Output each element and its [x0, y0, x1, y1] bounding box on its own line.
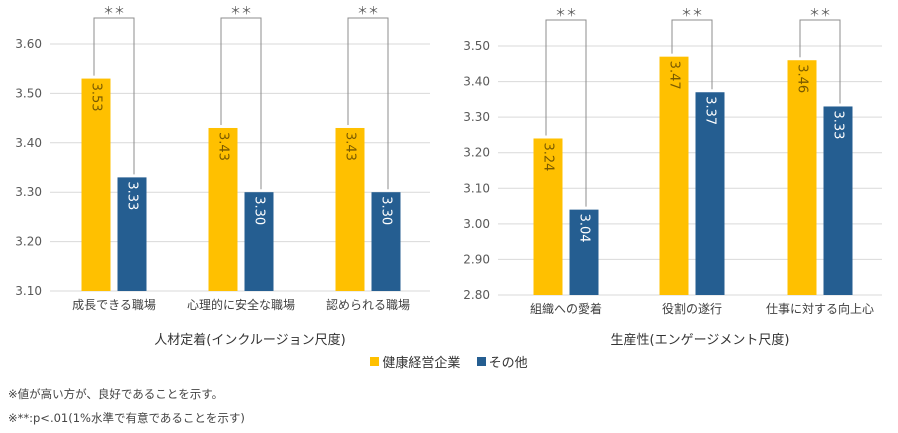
category-label-1-2: 仕事に対する向上心 — [766, 301, 874, 316]
y-tick-1-5: 3.30 — [463, 110, 490, 124]
bar-0-1-0 — [117, 177, 147, 291]
y-tick-1-4: 3.20 — [463, 146, 490, 160]
legend-item-kenko: 健康経営企業 — [370, 352, 460, 371]
chart-title-1: 生産性(エンゲージメント尺度) — [611, 332, 790, 348]
value-label-0-1-1: 3.30 — [252, 196, 267, 225]
significance-bracket-1-0 — [545, 19, 587, 207]
value-label-1-1-2: 3.33 — [831, 110, 846, 139]
value-label-1-0-1: 3.47 — [667, 61, 682, 90]
value-label-0-1-2: 3.30 — [379, 196, 394, 225]
legend-label-kenko: 健康経営企業 — [382, 356, 461, 371]
note-1: ※値が高い方が、良好であることを示す。 — [8, 387, 224, 401]
significance-mark-0-0: ＊＊ — [103, 4, 125, 17]
category-label-1-1: 役割の遂行 — [662, 301, 722, 316]
significance-mark-1-2: ＊＊ — [809, 6, 831, 19]
value-label-1-1-0: 3.04 — [577, 214, 592, 243]
y-tick-1-1: 2.90 — [463, 252, 490, 266]
bar-1-1-0 — [569, 209, 599, 295]
significance-bracket-1-2 — [799, 19, 841, 104]
bar-0-1-1 — [244, 192, 274, 291]
significance-bracket-1-1 — [671, 19, 713, 90]
chart-title-0: 人材定着(インクルージョン尺度) — [154, 332, 346, 348]
category-label-0-0: 成長できる職場 — [72, 298, 156, 312]
value-label-0-0-1: 3.43 — [216, 132, 231, 161]
bar-1-0-1 — [659, 56, 689, 295]
bar-0-1-2 — [371, 192, 401, 291]
bar-1-1-1 — [695, 92, 725, 295]
value-label-0-0-0: 3.53 — [89, 83, 104, 112]
significance-bracket-0-1 — [220, 17, 262, 190]
legend-swatch-other — [476, 357, 486, 366]
y-tick-0-5: 3.60 — [15, 37, 42, 51]
y-tick-0-3: 3.40 — [15, 136, 42, 150]
y-tick-1-2: 3.00 — [463, 217, 490, 231]
value-label-0-1-0: 3.33 — [125, 181, 140, 210]
bar-1-0-0 — [533, 138, 563, 295]
category-label-1-0: 組織への愛着 — [530, 301, 602, 316]
value-label-1-1-1: 3.37 — [703, 96, 718, 125]
value-label-1-0-2: 3.46 — [795, 64, 810, 93]
category-label-0-2: 認められる職場 — [326, 297, 410, 312]
y-tick-0-1: 3.20 — [15, 235, 42, 249]
bar-1-0-2 — [787, 60, 817, 295]
category-label-0-1: 心理的に安全な職場 — [187, 297, 295, 312]
bar-0-0-2 — [335, 127, 365, 291]
value-label-1-0-0: 3.24 — [541, 142, 556, 171]
legend-item-other: その他 — [476, 352, 528, 371]
significance-mark-1-0: ＊＊ — [555, 6, 577, 19]
y-tick-1-3: 3.10 — [463, 181, 490, 195]
significance-bracket-0-0 — [93, 17, 135, 175]
legend-swatch-kenko — [370, 357, 380, 366]
value-label-0-0-2: 3.43 — [343, 132, 358, 161]
y-tick-0-4: 3.50 — [15, 86, 42, 100]
y-tick-1-6: 3.40 — [463, 75, 490, 89]
significance-mark-0-1: ＊＊ — [230, 4, 252, 17]
bar-0-0-1 — [208, 127, 238, 291]
legend: 健康経営企業 その他 — [0, 352, 898, 371]
y-tick-0-0: 3.10 — [15, 284, 42, 298]
bar-0-0-0 — [81, 78, 111, 291]
significance-mark-1-1: ＊＊ — [681, 6, 703, 19]
y-tick-0-2: 3.30 — [15, 185, 42, 199]
y-tick-1-7: 3.50 — [463, 39, 490, 53]
significance-bracket-0-2 — [347, 17, 389, 190]
note-2: ※**:p<.01(1%水準で有意であることを示す) — [8, 411, 245, 425]
significance-mark-0-2: ＊＊ — [357, 4, 379, 17]
y-tick-1-0: 2.80 — [463, 288, 490, 302]
bar-1-1-2 — [823, 106, 853, 295]
legend-label-other: その他 — [488, 356, 528, 371]
